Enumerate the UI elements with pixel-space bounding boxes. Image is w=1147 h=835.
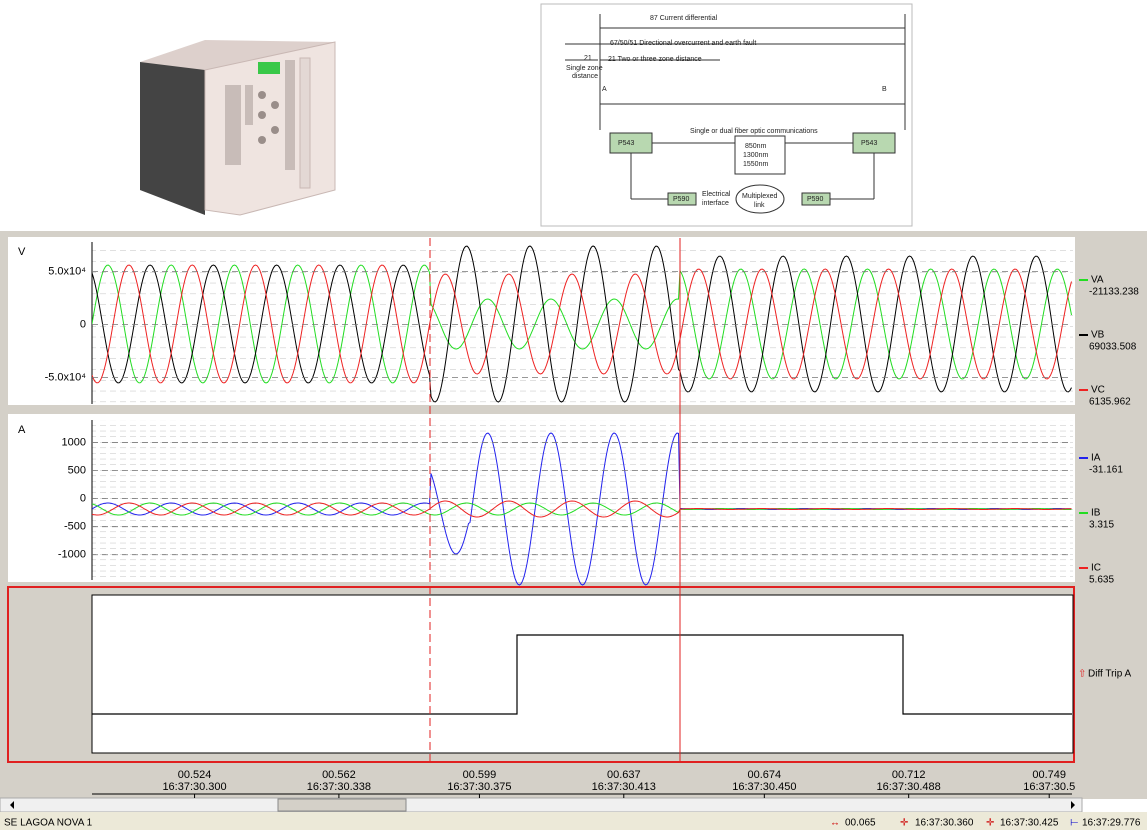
diagram-label: 21 [584,55,592,62]
diagram-label: 850nm [745,143,767,150]
diagram-label: 1550nm [743,161,768,168]
legend-value: -21133.238 [1089,287,1139,298]
minor-grid [92,242,1073,404]
diagram-label: 1300nm [743,152,768,159]
legend-value: -31.161 [1089,465,1123,476]
protection-diagram: 87 Current differential 67/50/51 Directi… [541,4,912,226]
diagram-label: Multiplexed [742,193,778,200]
status-icon: ↔ [830,818,840,829]
x-tick-label: 00.562 [322,769,356,781]
diagram-label: interface [702,200,729,207]
diagram-label: 21 Two or three zone distance [608,56,702,63]
legend-value: 69033.508 [1089,342,1137,353]
status-icon: ⊢ [1070,818,1079,829]
axis-label: A [18,424,26,436]
x-tick-time: 16:37:30.488 [877,781,941,793]
relay-label: P590 [807,196,823,203]
y-tick-label: 0 [80,318,86,330]
status-text: 16:37:30.360 [915,818,974,829]
x-tick-label: 00.712 [892,769,926,781]
x-tick-time: 16:37:30.300 [162,781,226,793]
y-tick-label: 1000 [62,436,86,448]
y-tick-label: 500 [68,464,86,476]
y-tick-label: -1000 [58,549,86,561]
diagram-label: A [602,86,607,93]
legend-name: VA [1091,275,1104,286]
y-tick-label: 5.0x10⁴ [48,266,86,278]
status-text: SE LAGOA NOVA 1 [4,818,93,829]
diagram-label: 87 Current differential [650,15,718,22]
y-tick-label: -5.0x10⁴ [45,371,87,383]
legend-value: 6135.962 [1089,397,1131,408]
page: 87 Current differential 67/50/51 Directi… [0,0,1147,830]
status-icon: ✛ [900,818,908,829]
digital-plot [92,595,1073,753]
axis-label: V [18,246,26,258]
x-tick-time: 16:37:30.450 [732,781,796,793]
x-tick-time: 16:37:30.375 [447,781,511,793]
legend-name: IC [1091,563,1101,574]
screen: 87 Current differential 67/50/51 Directi… [0,0,1147,830]
x-tick-time: 16:37:30.338 [307,781,371,793]
diagram-label: Electrical [702,191,731,198]
y-tick-label: -500 [64,521,86,533]
scroll-thumb[interactable] [278,799,406,811]
status-bar [0,812,1147,830]
diagram-label: Single or dual fiber optic communication… [690,128,818,135]
relay-photo [140,40,335,215]
diagram-label: distance [572,73,598,80]
legend-name: IB [1091,508,1101,519]
legend-value: 5.635 [1089,575,1114,586]
legend-name: IA [1091,453,1101,464]
x-tick-label: 00.524 [178,769,212,781]
diagram-label: link [754,202,765,209]
x-tick-label: 00.749 [1032,769,1066,781]
relay-label: P543 [618,140,634,147]
diagram-label: 67/50/51 Directional overcurrent and ear… [610,40,756,47]
legend-name: VB [1091,330,1105,341]
legend-value: 3.315 [1089,520,1114,531]
status-text: 16:37:29.776 [1082,818,1141,829]
legend-name: VC [1091,385,1105,396]
y-tick-label: 0 [80,493,86,505]
x-tick-label: 00.674 [747,769,781,781]
status-text: 00.065 [845,818,876,829]
diagram-label: Single zone [566,65,603,72]
relay-label: P543 [861,140,877,147]
status-icon: ✛ [986,818,994,829]
relay-label: P590 [673,196,689,203]
minor-grid [92,420,1073,580]
x-tick-time: 16:37:30.5 [1023,781,1075,793]
x-tick-label: 00.637 [607,769,641,781]
scrollbar[interactable] [0,798,1082,812]
status-text: 16:37:30.425 [1000,818,1059,829]
diagram-label: B [882,86,887,93]
digital-icon: ⇧ [1078,669,1086,680]
digital-name: Diff Trip A [1088,669,1131,680]
x-tick-label: 00.599 [463,769,497,781]
x-tick-time: 16:37:30.413 [592,781,656,793]
